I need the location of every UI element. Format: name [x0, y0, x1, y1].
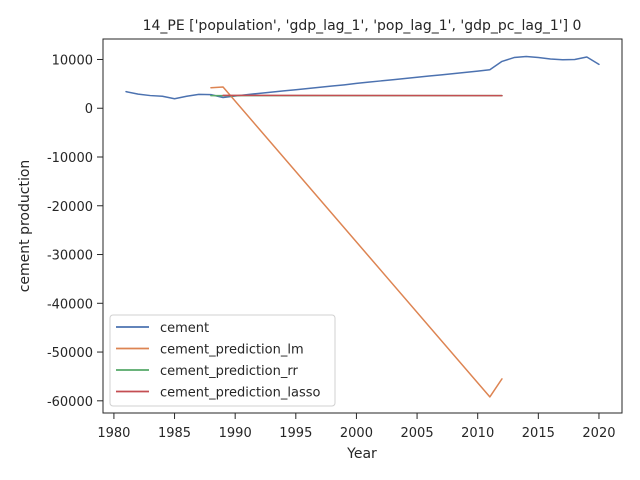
x-tick-label: 1995: [279, 426, 312, 441]
y-tick-label: -10000: [47, 151, 93, 166]
x-tick-label: 2000: [340, 426, 373, 441]
y-axis: 10000 0 -10000 -20000 -30000 -40000 -50000 -600…: [47, 53, 103, 410]
legend-label: cement: [160, 321, 209, 336]
legend-label: cement_prediction_lasso: [160, 386, 320, 401]
x-tick-label: 2015: [522, 426, 555, 441]
legend: cement cement_prediction_lm cement_predict…: [109, 314, 336, 407]
legend-label: cement_prediction_rr: [160, 364, 298, 379]
y-tick-label: 0: [85, 102, 93, 117]
y-tick-label: -50000: [47, 346, 93, 361]
y-tick-label: 10000: [52, 53, 93, 68]
legend-label: cement_prediction_lm: [160, 343, 304, 358]
x-tick-label: 2005: [401, 426, 434, 441]
legend-box: [109, 314, 336, 407]
chart-title: 14_PE ['population', 'gdp_lag_1', 'pop_l…: [143, 18, 582, 34]
x-tick-label: 1990: [219, 426, 252, 441]
x-tick-label: 2020: [582, 426, 615, 441]
x-tick-label: 2010: [461, 426, 494, 441]
y-axis-label: cement production: [17, 160, 33, 293]
y-tick-label: -20000: [47, 200, 93, 215]
x-tick-label: 1980: [97, 426, 130, 441]
series-line-cement-prediction-lm: [210, 86, 503, 398]
x-axis-label: Year: [346, 446, 377, 462]
y-tick-label: -60000: [47, 395, 93, 410]
x-tick-label: 1985: [158, 426, 191, 441]
y-tick-label: -30000: [47, 249, 93, 264]
y-tick-label: -40000: [47, 297, 93, 312]
x-axis: 1980 1985 1990 1995 2000 2005 2010 2015 2020: [97, 413, 616, 441]
series-layer: [125, 55, 600, 398]
series-line-cement: [125, 55, 600, 100]
